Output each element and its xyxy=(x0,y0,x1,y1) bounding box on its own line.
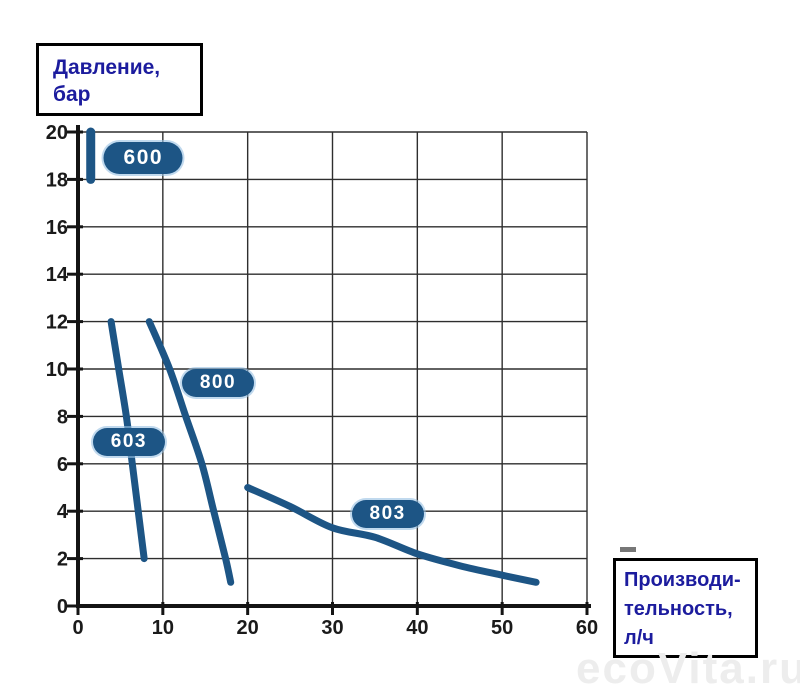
x-tick-label: 0 xyxy=(72,617,83,639)
curve-803 xyxy=(244,484,540,586)
y-tick-label: 6 xyxy=(57,454,68,476)
x-tick-label: 50 xyxy=(491,617,513,639)
watermark-text: ecoVita.ru xyxy=(576,644,800,693)
x-tick-label: 60 xyxy=(576,617,598,639)
x-tick-label: 20 xyxy=(237,617,259,639)
x-tick-label: 30 xyxy=(321,617,343,639)
x-axis-label-box: Производи- тельность, л/ч xyxy=(613,558,758,658)
x-axis-label-line2: тельность, xyxy=(624,598,733,620)
smudge-artifact xyxy=(620,547,636,552)
y-tick-label: 2 xyxy=(57,549,68,571)
x-axis-label-line3: л/ч xyxy=(624,627,654,649)
curve-800 xyxy=(145,318,235,586)
curve-badge-600: 600 xyxy=(103,142,183,175)
y-tick-label: 4 xyxy=(57,501,69,523)
axes xyxy=(67,125,591,615)
y-axis-label-box: Давление, бар xyxy=(36,43,203,116)
y-axis-label-line2: бар xyxy=(53,83,91,106)
y-tick-label: 20 xyxy=(46,122,68,144)
y-tick-label: 12 xyxy=(46,312,68,334)
y-tick-label: 16 xyxy=(46,217,68,239)
curve-badge-603: 603 xyxy=(92,428,165,457)
y-tick-label: 14 xyxy=(46,264,69,286)
x-tick-label: 10 xyxy=(152,617,174,639)
y-tick-label: 10 xyxy=(46,359,68,381)
curve-badge-803: 803 xyxy=(351,499,424,528)
x-axis-label-line1: Производи- xyxy=(624,569,741,591)
y-tick-label: 8 xyxy=(57,406,68,428)
curve-badge-800: 800 xyxy=(181,369,254,398)
x-tick-label: 40 xyxy=(406,617,428,639)
curves xyxy=(86,127,540,586)
y-tick-label: 0 xyxy=(57,596,68,618)
y-tick-label: 18 xyxy=(46,169,68,191)
grid-lines xyxy=(77,131,588,607)
y-axis-label-line1: Давление, xyxy=(53,56,161,79)
